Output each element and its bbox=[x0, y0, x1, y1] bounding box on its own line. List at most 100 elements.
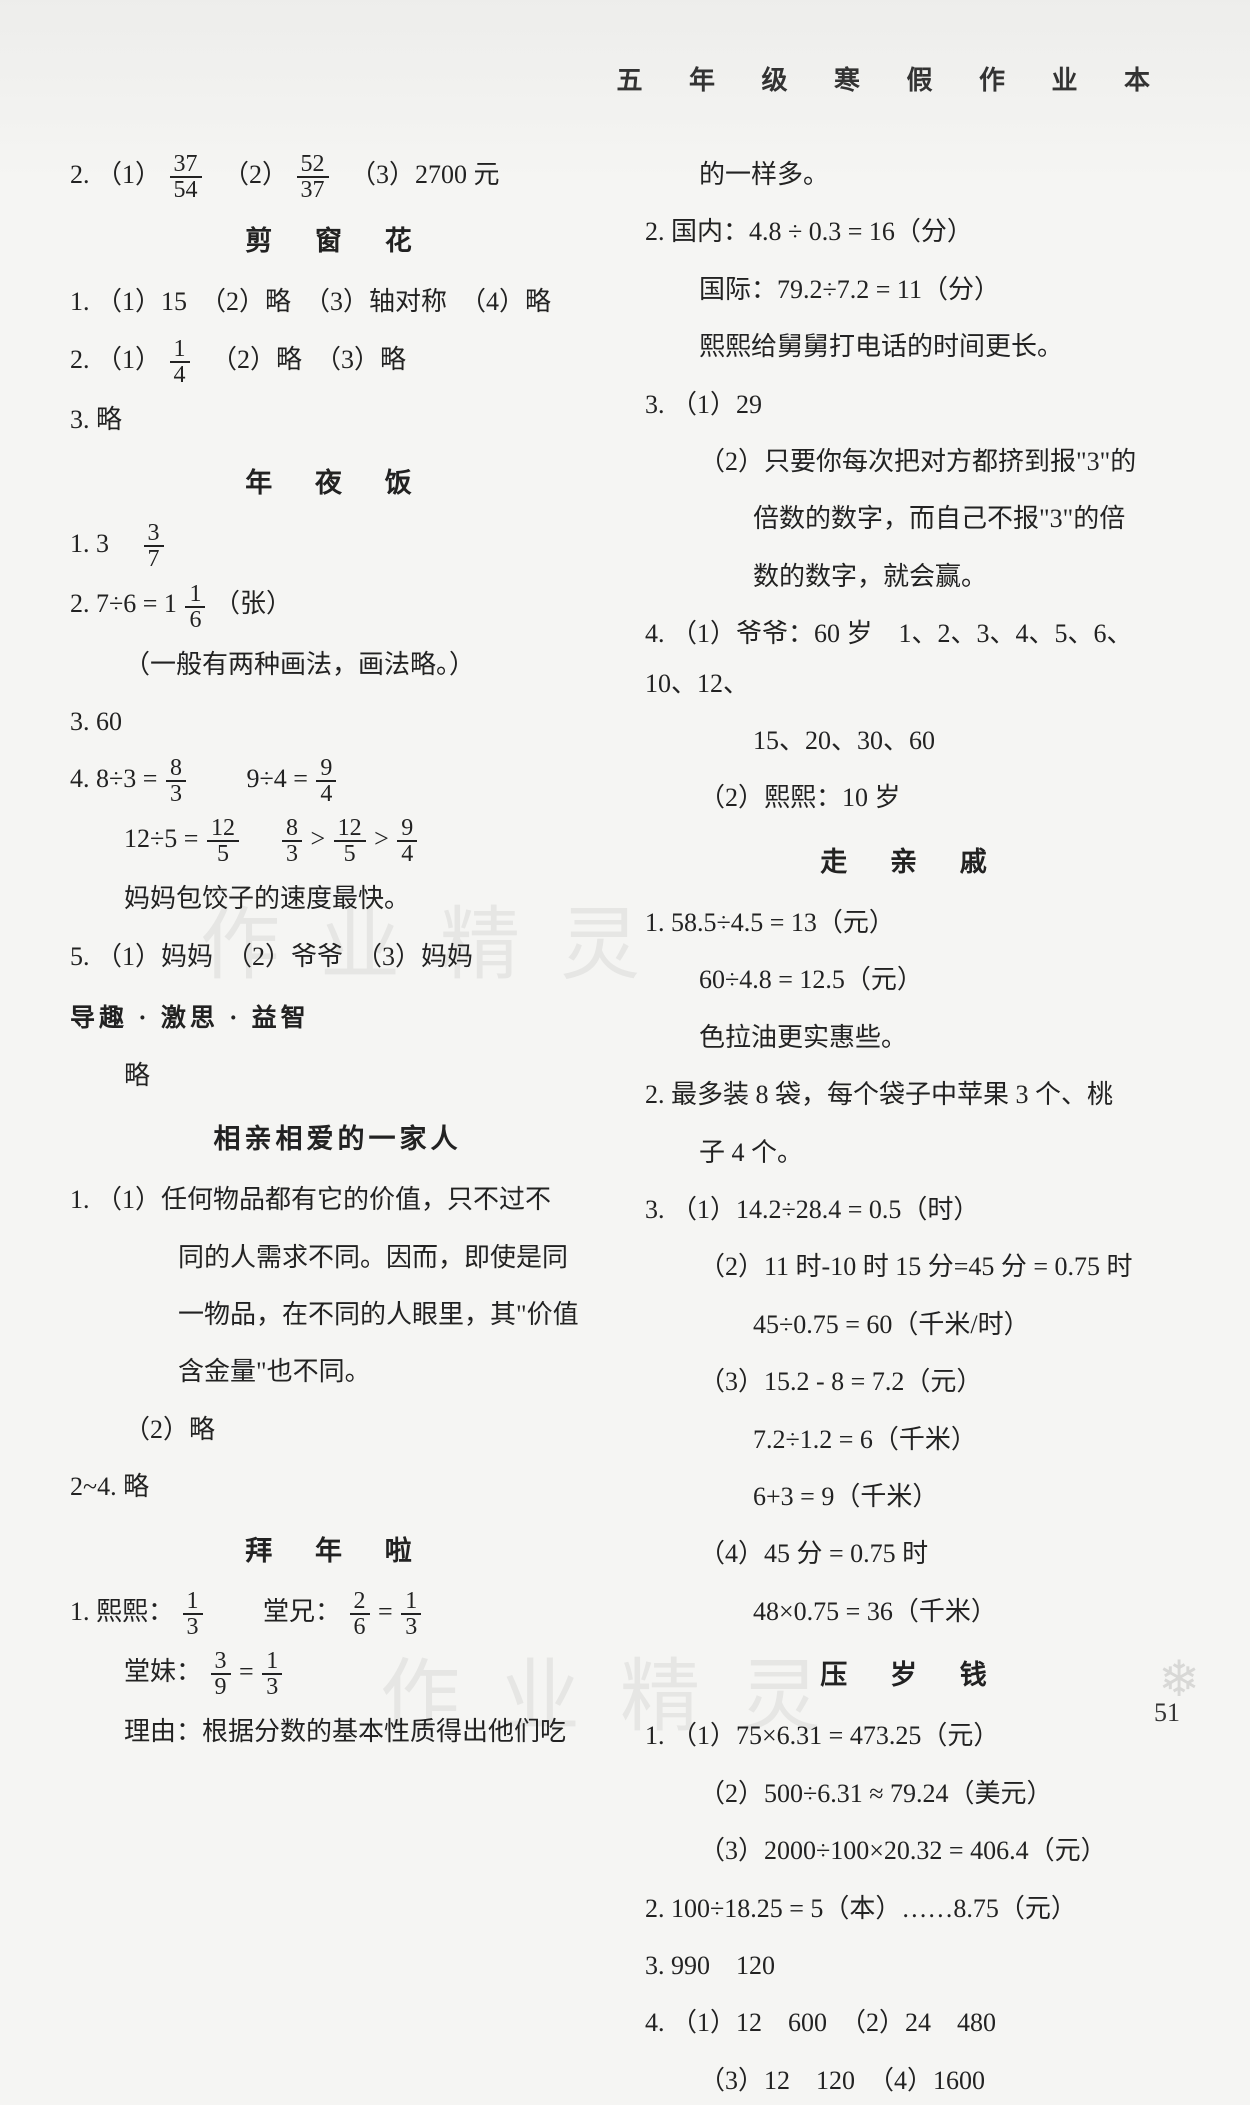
s5-q3f: 6+3 = 9（千米） bbox=[645, 1472, 1180, 1521]
s3-q1a: 1. （1）任何物品都有它的价值，只不过不 bbox=[70, 1175, 605, 1224]
r2b: 国际：79.2÷7.2 = 11（分） bbox=[645, 265, 1180, 314]
s1-q1: 1. （1）15 （2）略 （3）轴对称 （4）略 bbox=[70, 277, 605, 326]
text: > bbox=[374, 824, 389, 853]
section-title-nianyefan: 年 夜 饭 bbox=[70, 458, 605, 509]
s5-q1b: 60÷4.8 = 12.5（元） bbox=[645, 955, 1180, 1004]
fraction: 94 bbox=[316, 756, 336, 806]
s2-q3: 3. 60 bbox=[70, 697, 605, 746]
fraction: 13 bbox=[401, 1589, 421, 1639]
s2-q4-note: 妈妈包饺子的速度最快。 bbox=[70, 874, 605, 923]
r3d: 数的数字，就会赢。 bbox=[645, 552, 1180, 601]
fraction: 13 bbox=[262, 1649, 282, 1699]
fraction: 125 bbox=[207, 816, 239, 866]
header-title: 五 年 级 寒 假 作 业 本 bbox=[616, 60, 1170, 97]
section-title-jianhuachuang: 剪 窗 花 bbox=[70, 216, 605, 267]
s6-q1c: （3）2000÷100×20.32 = 406.4（元） bbox=[645, 1826, 1180, 1875]
s5-q3d: （3）15.2 - 8 = 7.2（元） bbox=[645, 1357, 1180, 1406]
text: 9÷4 = bbox=[194, 764, 314, 793]
section-title-bainian: 拜 年 啦 bbox=[70, 1526, 605, 1577]
s5-q3h: 48×0.75 = 36（千米） bbox=[645, 1587, 1180, 1636]
right-column: 的一样多。 2. 国内：4.8 ÷ 0.3 = 16（分） 国际：79.2÷7.… bbox=[645, 150, 1180, 1708]
s6-q4a: 4. （1）12 600 （2）24 480 bbox=[645, 1998, 1180, 2047]
text: 1. 熙熙： bbox=[70, 1597, 174, 1626]
s5-q1c: 色拉油更实惠些。 bbox=[645, 1013, 1180, 1062]
text: 2. 7÷6 = 1 bbox=[70, 589, 177, 618]
s1-q3: 3. 略 bbox=[70, 395, 605, 444]
s6-q2: 2. 100÷18.25 = 5（本）……8.75（元） bbox=[645, 1884, 1180, 1933]
r2a: 2. 国内：4.8 ÷ 0.3 = 16（分） bbox=[645, 207, 1180, 256]
s3-q1e: （2）略 bbox=[70, 1405, 605, 1454]
fraction: 125 bbox=[334, 816, 366, 866]
s3-q1c: 一物品，在不同的人眼里，其"价值 bbox=[70, 1290, 605, 1339]
section-title-zouqinqi: 走 亲 戚 bbox=[645, 837, 1180, 888]
left-q2: 2. （1） 3754 （2） 5237 （3）2700 元 bbox=[70, 150, 605, 202]
sub1-content: 略 bbox=[70, 1051, 605, 1100]
s3-q1b: 同的人需求不同。因而，即使是同 bbox=[70, 1233, 605, 1282]
s2-q4b: 12÷5 = 125 83 > 125 > 94 bbox=[70, 814, 605, 866]
s5-q2a: 2. 最多装 8 袋，每个袋子中苹果 3 个、桃 bbox=[645, 1070, 1180, 1119]
fraction: 5237 bbox=[297, 152, 329, 202]
text: = bbox=[239, 1657, 260, 1686]
text: （2）略 （3）略 bbox=[198, 345, 406, 374]
r3b: （2）只要你每次把对方都挤到报"3"的 bbox=[645, 437, 1180, 486]
s6-q1a: 1. （1）75×6.31 = 473.25（元） bbox=[645, 1711, 1180, 1760]
r1: 的一样多。 bbox=[645, 150, 1180, 199]
sub-title-daqu: 导趣 · 激思 · 益智 bbox=[70, 995, 605, 1043]
r3c: 倍数的数字，而自己不报"3"的倍 bbox=[645, 494, 1180, 543]
r3a: 3. （1）29 bbox=[645, 380, 1180, 429]
s1-q2: 2. （1） 14 （2）略 （3）略 bbox=[70, 335, 605, 387]
page-number: 51 bbox=[1154, 1698, 1180, 1728]
s6-q1b: （2）500÷6.31 ≈ 79.24（美元） bbox=[645, 1769, 1180, 1818]
s3-q24: 2~4. 略 bbox=[70, 1462, 605, 1511]
section-title-yasuiqian: 压 岁 钱 bbox=[645, 1650, 1180, 1701]
s5-q3e: 7.2÷1.2 = 6（千米） bbox=[645, 1415, 1180, 1464]
fraction: 14 bbox=[170, 337, 190, 387]
s2-q2-note: （一般有两种画法，画法略。） bbox=[70, 640, 605, 689]
s2-q4a: 4. 8÷3 = 83 9÷4 = 94 bbox=[70, 754, 605, 806]
r4c: （2）熙熙：10 岁 bbox=[645, 773, 1180, 822]
s4-q1-note: 理由：根据分数的基本性质得出他们吃 bbox=[70, 1707, 605, 1756]
text: （2） bbox=[210, 160, 288, 189]
s5-q1a: 1. 58.5÷4.5 = 13（元） bbox=[645, 898, 1180, 947]
text: 2. （1） bbox=[70, 345, 161, 374]
s6-q3: 3. 990 120 bbox=[645, 1941, 1180, 1990]
text: 堂兄： bbox=[211, 1597, 341, 1626]
fraction: 83 bbox=[282, 816, 302, 866]
r2c: 熙熙给舅舅打电话的时间更长。 bbox=[645, 322, 1180, 371]
s2-q2: 2. 7÷6 = 1 16 （张） bbox=[70, 579, 605, 631]
fraction: 3754 bbox=[170, 152, 202, 202]
fraction: 94 bbox=[397, 816, 417, 866]
s2-q1: 1. 3 37 bbox=[70, 519, 605, 571]
page-content: 2. （1） 3754 （2） 5237 （3）2700 元 剪 窗 花 1. … bbox=[70, 150, 1180, 1708]
fraction: 26 bbox=[350, 1589, 370, 1639]
s3-q1d: 含金量"也不同。 bbox=[70, 1347, 605, 1396]
text: （张） bbox=[214, 589, 292, 618]
fraction: 13 bbox=[183, 1589, 203, 1639]
s5-q3g: （4）45 分 = 0.75 时 bbox=[645, 1529, 1180, 1578]
section-title-xiangqin: 相亲相爱的一家人 bbox=[70, 1114, 605, 1165]
text: （3）2700 元 bbox=[337, 160, 500, 189]
s5-q2b: 子 4 个。 bbox=[645, 1128, 1180, 1177]
text: 4. 8÷3 = bbox=[70, 764, 164, 793]
s6-q4b: （3）12 120 （4）1600 bbox=[645, 2056, 1180, 2105]
fraction: 16 bbox=[185, 582, 205, 632]
s5-q3b: （2）11 时-10 时 15 分=45 分 = 0.75 时 bbox=[645, 1242, 1180, 1291]
s4-q1b: 堂妹： 39 = 13 bbox=[70, 1647, 605, 1699]
text: 堂妹： bbox=[124, 1657, 202, 1686]
r4b: 15、20、30、60 bbox=[645, 716, 1180, 765]
fraction: 83 bbox=[166, 756, 186, 806]
s5-q3a: 3. （1）14.2÷28.4 = 0.5（时） bbox=[645, 1185, 1180, 1234]
text: 12÷5 = bbox=[124, 824, 205, 853]
fraction: 37 bbox=[144, 521, 164, 571]
text: 2. （1） bbox=[70, 160, 161, 189]
s4-q1a: 1. 熙熙： 13 堂兄： 26 = 13 bbox=[70, 1587, 605, 1639]
text bbox=[247, 824, 273, 853]
fraction: 39 bbox=[211, 1649, 231, 1699]
text: > bbox=[310, 824, 325, 853]
r4a: 4. （1）爷爷：60 岁 1、2、3、4、5、6、10、12、 bbox=[645, 609, 1180, 708]
s5-q3c: 45÷0.75 = 60（千米/时） bbox=[645, 1300, 1180, 1349]
s2-q5: 5. （1）妈妈 （2）爷爷 （3）妈妈 bbox=[70, 932, 605, 981]
text: 1. 3 bbox=[70, 529, 135, 558]
left-column: 2. （1） 3754 （2） 5237 （3）2700 元 剪 窗 花 1. … bbox=[70, 150, 605, 1708]
text: = bbox=[378, 1597, 399, 1626]
